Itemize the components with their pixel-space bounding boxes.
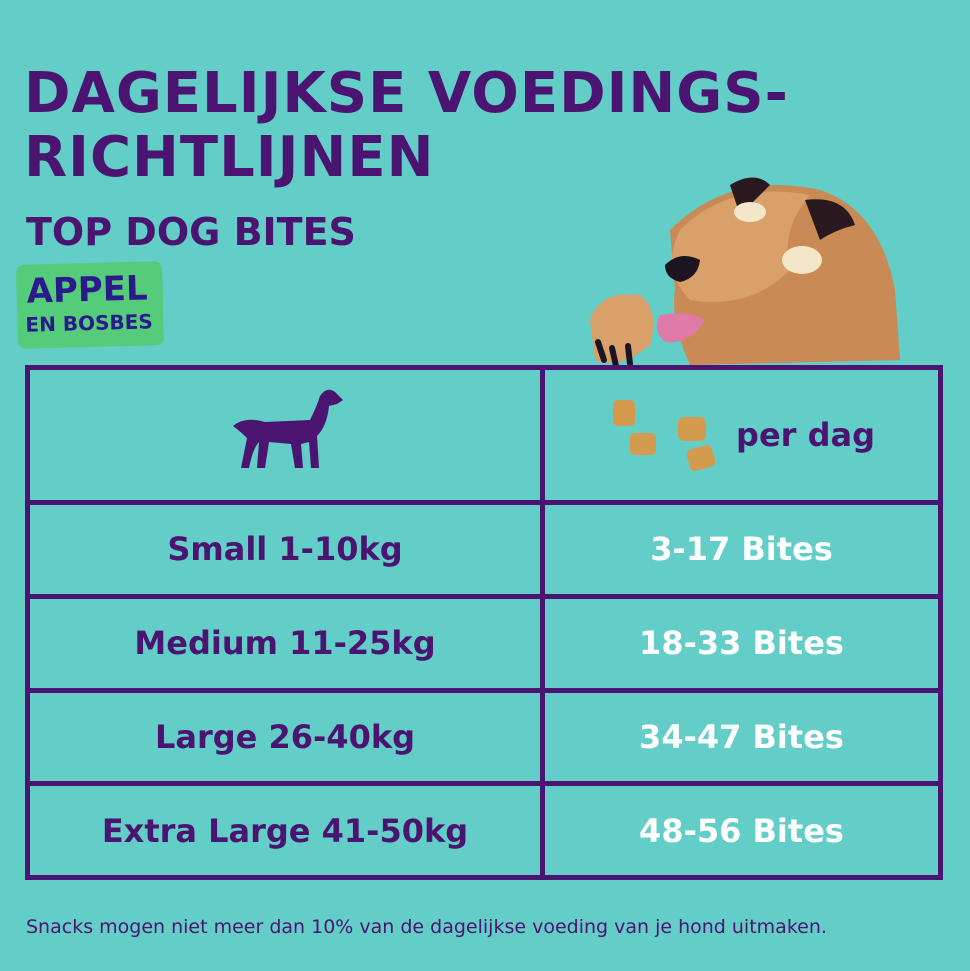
product-name: TOP DOG BITES bbox=[26, 210, 356, 254]
dog-size-header bbox=[25, 365, 545, 505]
size-cell: Small 1-10kg bbox=[25, 500, 545, 599]
per-day-header: per dag bbox=[540, 365, 943, 505]
bites-icon bbox=[613, 400, 716, 471]
per-day-label: per dag bbox=[736, 416, 875, 454]
table-header-row: per dag bbox=[25, 365, 943, 505]
amount-cell: 34-47 Bites bbox=[540, 687, 943, 787]
amount-cell: 48-56 Bites bbox=[540, 781, 943, 880]
table-row: Large 26-40kg 34-47 Bites bbox=[25, 687, 943, 787]
feeding-table: per dag Small 1-10kg 3-17 Bites Medium 11… bbox=[25, 365, 943, 880]
page-title: DAGELIJKSE VOEDINGS- RICHTLIJNEN bbox=[24, 62, 789, 190]
title-line-1: DAGELIJKSE VOEDINGS- bbox=[24, 61, 789, 126]
amount-cell: 3-17 Bites bbox=[540, 500, 943, 599]
title-line-2: RICHTLIJNEN bbox=[24, 125, 435, 190]
table-row: Medium 11-25kg 18-33 Bites bbox=[25, 593, 943, 693]
flavor-line-2: EN BOSBES bbox=[25, 309, 154, 337]
table-row: Small 1-10kg 3-17 Bites bbox=[25, 500, 943, 599]
footer-note: Snacks mogen niet meer dan 10% van de da… bbox=[26, 916, 827, 938]
flavor-line-1: APPEL bbox=[26, 268, 149, 312]
amount-cell: 18-33 Bites bbox=[540, 593, 943, 693]
size-cell: Medium 11-25kg bbox=[25, 593, 545, 693]
table-row: Extra Large 41-50kg 48-56 Bites bbox=[25, 781, 943, 880]
flavor-badge: APPEL EN BOSBES bbox=[15, 261, 165, 349]
size-cell: Extra Large 41-50kg bbox=[25, 781, 545, 880]
dog-silhouette-icon bbox=[233, 389, 343, 468]
dog-illustration bbox=[590, 177, 900, 369]
size-cell: Large 26-40kg bbox=[25, 687, 545, 787]
